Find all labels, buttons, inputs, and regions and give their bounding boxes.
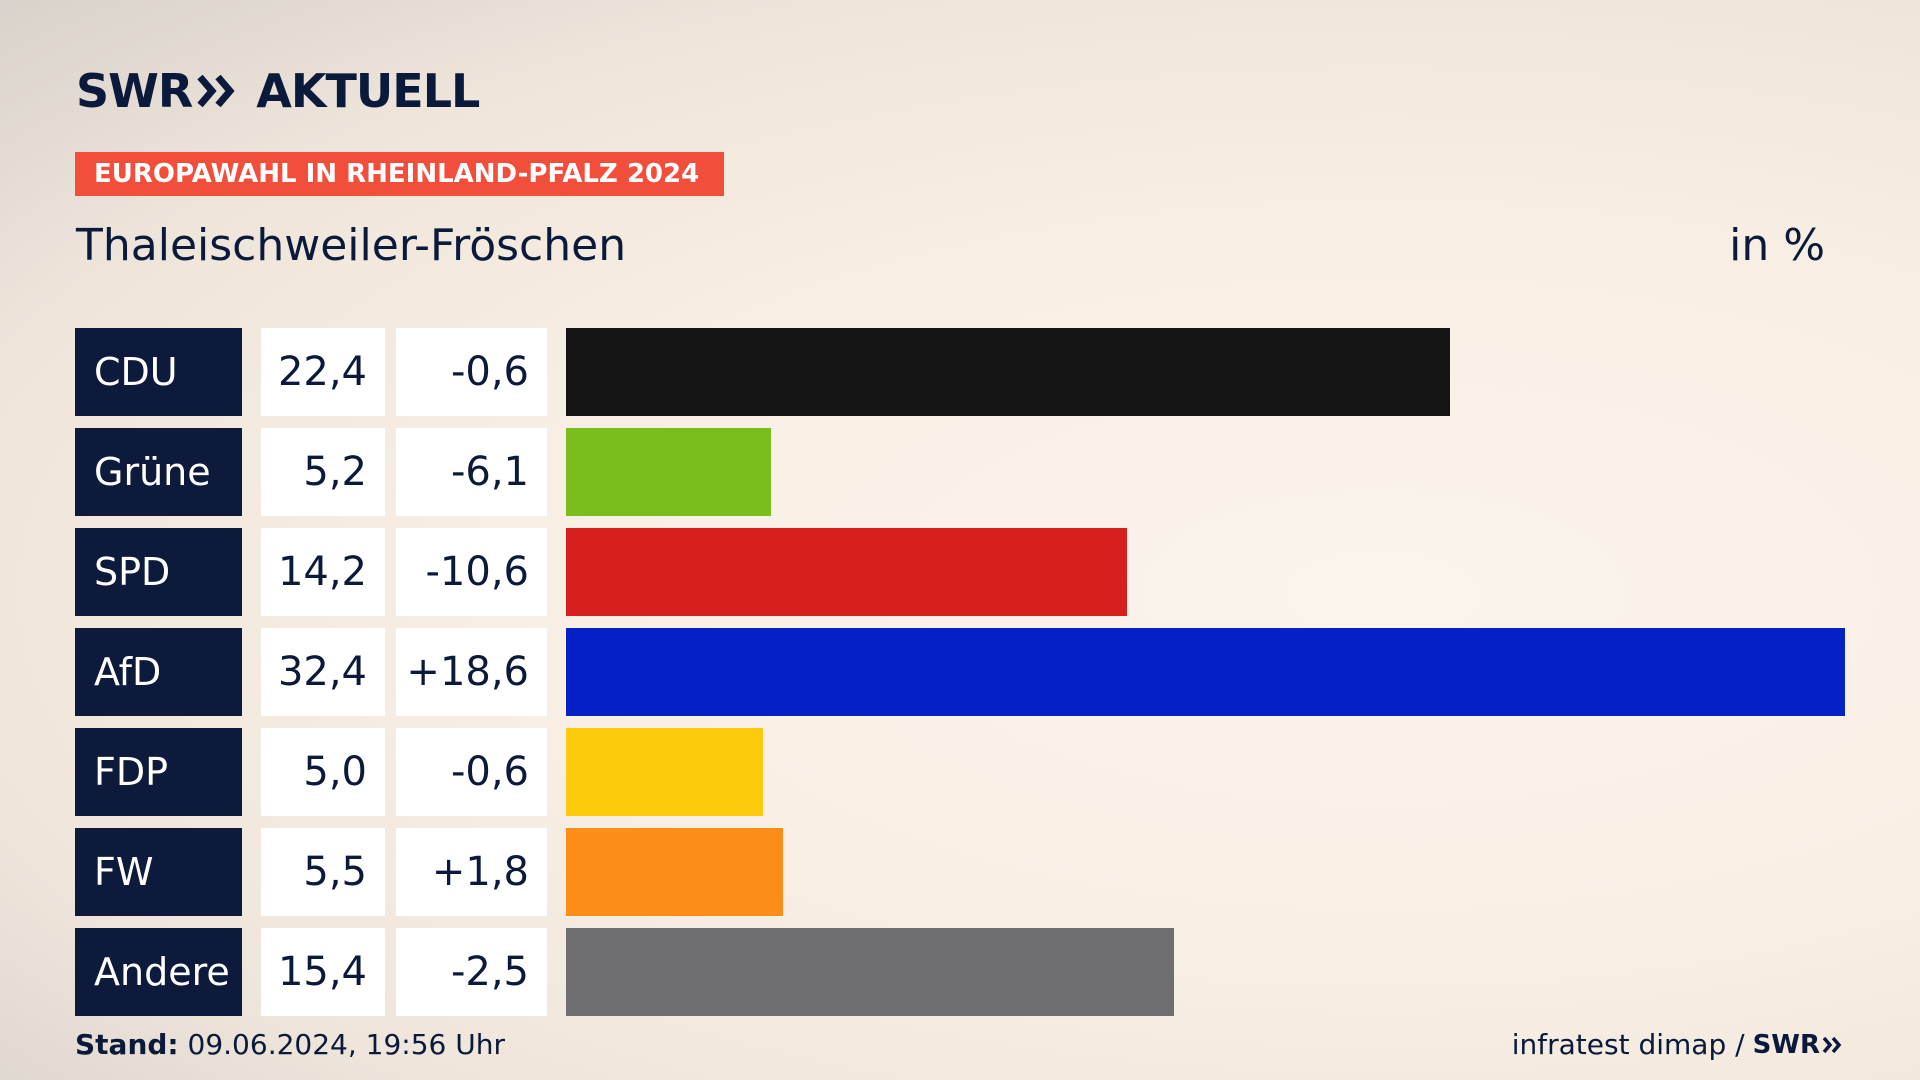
vote-share: 5,0 <box>261 728 385 816</box>
timestamp: Stand: 09.06.2024, 19:56 Uhr <box>75 1028 505 1061</box>
result-row: CDU 22,4 -0,6 <box>75 328 1845 416</box>
party-label: CDU <box>75 328 242 416</box>
location-title: Thaleischweiler-Fröschen <box>76 220 627 271</box>
party-label: FDP <box>75 728 242 816</box>
result-bar <box>566 828 783 916</box>
result-row: FDP 5,0 -0,6 <box>75 728 1845 816</box>
vote-share: 5,2 <box>261 428 385 516</box>
stand-label: Stand: <box>75 1028 179 1061</box>
vote-share: 32,4 <box>261 628 385 716</box>
result-bar <box>566 528 1127 616</box>
double-chevron-icon <box>1822 1036 1842 1053</box>
result-bar <box>566 628 1845 716</box>
vote-share: 5,5 <box>261 828 385 916</box>
result-row: AfD 32,4 +18,6 <box>75 628 1845 716</box>
source-credit: infratest dimap / SWR <box>1512 1028 1844 1061</box>
vote-change: -0,6 <box>396 328 547 416</box>
result-bar <box>566 728 763 816</box>
result-row: Grüne 5,2 -6,1 <box>75 428 1845 516</box>
vote-change: +1,8 <box>396 828 547 916</box>
vote-change: -10,6 <box>396 528 547 616</box>
result-bar <box>566 428 771 516</box>
vote-share: 22,4 <box>261 328 385 416</box>
vote-change: -6,1 <box>396 428 547 516</box>
result-row: Andere 15,4 -2,5 <box>75 928 1845 1016</box>
swr-mini-logo: SWR <box>1753 1030 1844 1060</box>
logo-swr-text: SWR <box>76 64 193 118</box>
stand-value: 09.06.2024, 19:56 Uhr <box>187 1028 505 1061</box>
vote-share: 14,2 <box>261 528 385 616</box>
vote-change: -2,5 <box>396 928 547 1016</box>
party-label: SPD <box>75 528 242 616</box>
party-label: FW <box>75 828 242 916</box>
swr-mini-logo-text: SWR <box>1752 1029 1820 1060</box>
logo-aktuell-text: AKTUELL <box>256 64 480 118</box>
vote-share: 15,4 <box>261 928 385 1016</box>
source-text: infratest dimap / <box>1511 1028 1745 1061</box>
result-bar <box>566 928 1174 1016</box>
party-label: AfD <box>75 628 242 716</box>
result-row: SPD 14,2 -10,6 <box>75 528 1845 616</box>
vote-change: -0,6 <box>396 728 547 816</box>
unit-label: in % <box>1729 220 1825 271</box>
vote-change: +18,6 <box>396 628 547 716</box>
election-badge: EUROPAWAHL IN RHEINLAND-PFALZ 2024 <box>75 152 724 196</box>
party-label: Grüne <box>75 428 242 516</box>
party-label: Andere <box>75 928 242 1016</box>
swr-aktuell-logo: SWR AKTUELL <box>76 64 480 118</box>
double-chevron-icon <box>197 74 235 108</box>
result-row: FW 5,5 +1,8 <box>75 828 1845 916</box>
result-bar <box>566 328 1450 416</box>
